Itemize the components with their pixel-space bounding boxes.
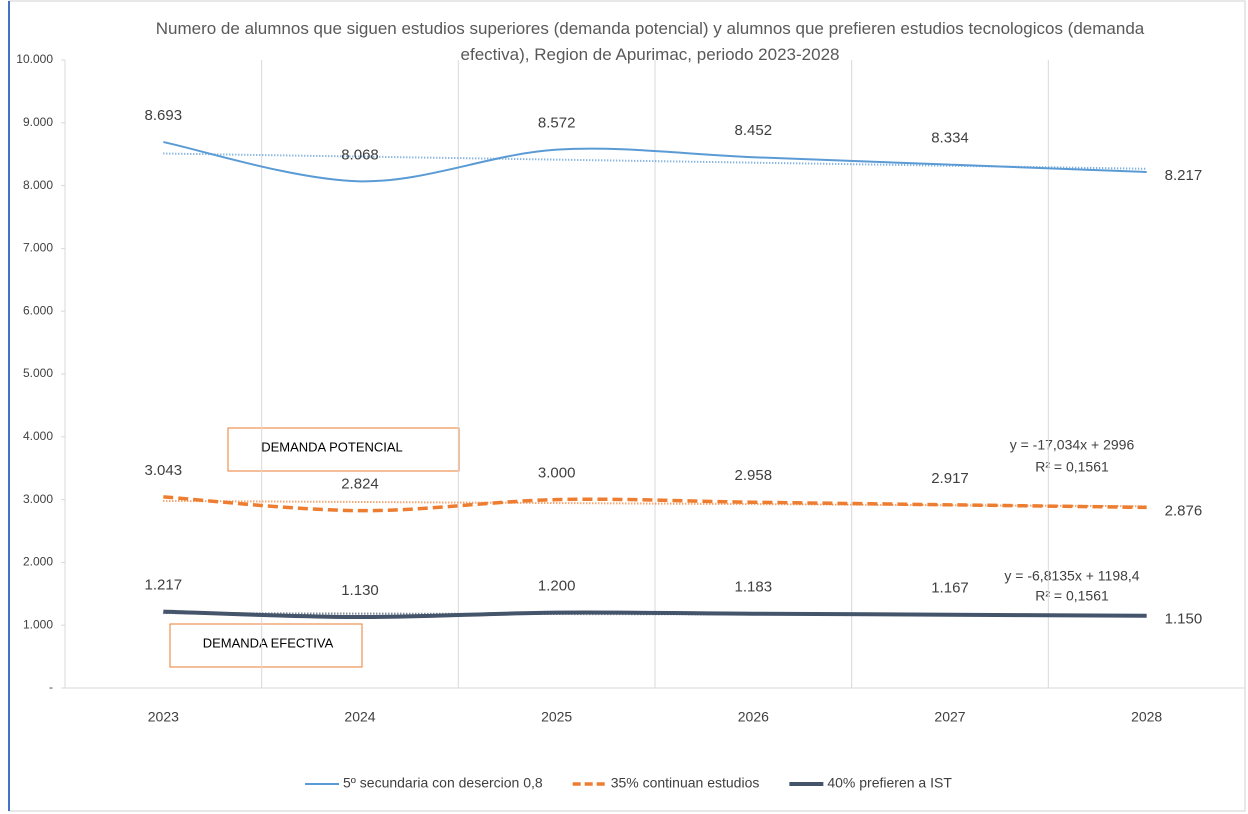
y-tick-label: 10.000 <box>16 52 53 66</box>
chart-frame <box>8 0 1246 812</box>
x-tick-label: 2024 <box>344 709 375 725</box>
data-label: 1.130 <box>341 582 379 599</box>
data-label: 8.217 <box>1165 167 1203 184</box>
data-label: 8.334 <box>931 130 969 147</box>
trend-r2: R² = 0,1561 <box>1035 459 1109 475</box>
data-label: 3.043 <box>145 462 183 479</box>
legend-label: 35% continuan estudios <box>611 775 760 791</box>
data-label: 1.167 <box>931 580 969 597</box>
trend-r2: R² = 0,1561 <box>1035 588 1109 604</box>
x-tick-label: 2023 <box>148 709 179 725</box>
data-label: 2.958 <box>735 467 773 484</box>
trendline <box>163 499 1147 508</box>
trend-equation: y = -6,8135x + 1198,4 <box>1004 568 1139 584</box>
x-tick-label: 2025 <box>541 709 572 725</box>
legend-label: 40% prefieren a IST <box>827 775 952 791</box>
series-line <box>163 609 1147 620</box>
y-tick-label: 2.000 <box>23 555 53 569</box>
y-tick-label: 5.000 <box>23 366 53 380</box>
data-label: 3.000 <box>538 465 576 482</box>
data-label: 1.217 <box>145 577 183 594</box>
legend-label: 5º secundaria con desercion 0,8 <box>343 775 543 791</box>
data-label: 8.452 <box>735 122 773 139</box>
y-tick-label: 1.000 <box>23 617 53 631</box>
y-tick-label: - <box>49 680 53 694</box>
y-tick-label: 4.000 <box>23 429 53 443</box>
data-label: 1.200 <box>538 578 576 595</box>
y-tick-label: 9.000 <box>23 115 53 129</box>
y-tick-label: 7.000 <box>23 241 53 255</box>
data-label: 2.876 <box>1165 502 1203 519</box>
chart-title: Numero de alumnos que siguen estudios su… <box>155 19 1145 64</box>
data-label: 2.917 <box>931 470 969 487</box>
x-tick-label: 2027 <box>934 709 965 725</box>
data-label: 1.150 <box>1165 611 1203 628</box>
annotation: DEMANDA POTENCIAL <box>261 439 403 454</box>
trend-equation: y = -17,034x + 2996 <box>1010 437 1135 453</box>
annotation-box <box>227 427 460 472</box>
series-line <box>163 495 1147 513</box>
y-tick-label: 8.000 <box>23 178 53 192</box>
data-label: 8.572 <box>538 115 576 132</box>
x-tick-label: 2026 <box>738 709 769 725</box>
annotation-box <box>169 623 363 668</box>
series-line <box>163 141 1147 183</box>
data-label: 2.824 <box>341 476 379 493</box>
data-label: 1.183 <box>735 579 773 596</box>
data-label: 8.068 <box>341 146 379 163</box>
x-tick-label: 2028 <box>1131 709 1162 725</box>
data-label: 8.693 <box>145 107 183 124</box>
annotation: DEMANDA EFECTIVA <box>203 635 334 650</box>
y-tick-label: 3.000 <box>23 492 53 506</box>
y-tick-label: 6.000 <box>23 303 53 317</box>
